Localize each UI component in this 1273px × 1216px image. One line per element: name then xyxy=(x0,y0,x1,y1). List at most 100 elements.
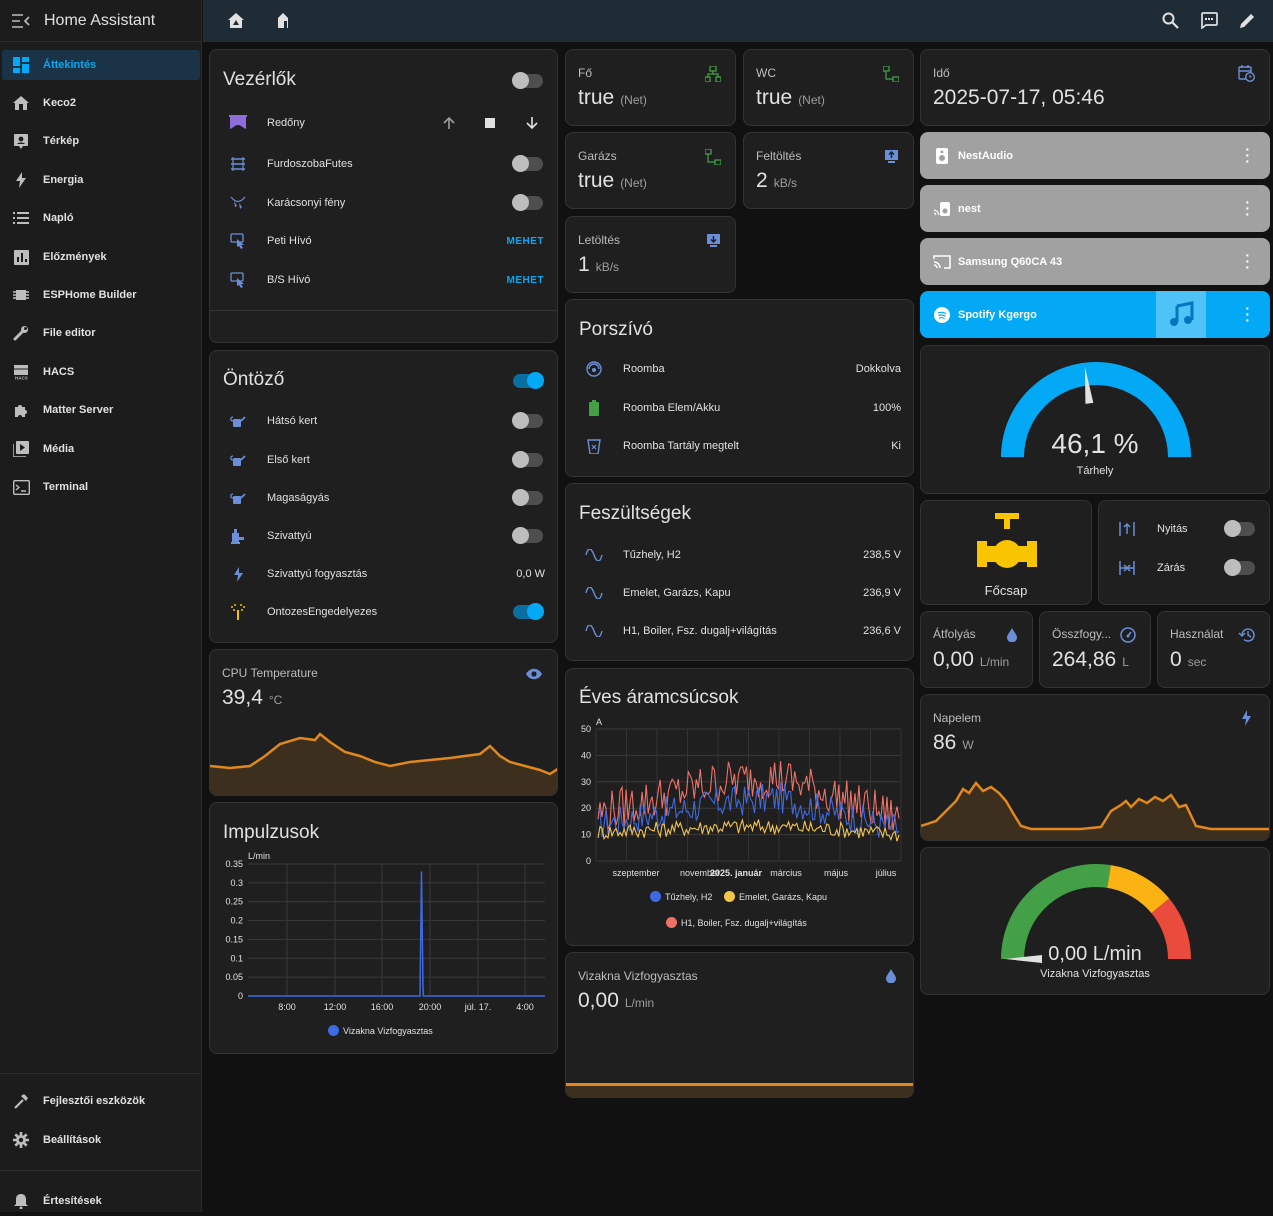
string-lights-icon xyxy=(228,193,248,213)
vizfogyasztas-gauge-card[interactable]: 0,00 L/min Vizakna Vizfogyasztas xyxy=(920,847,1270,995)
entity-row-roomba-tartaly[interactable]: Roomba Tartály megtelt Ki xyxy=(566,431,913,461)
ido-card[interactable]: Idő 2025-07-17, 05:46 xyxy=(920,49,1270,126)
vizakna-unit: L/min xyxy=(624,996,655,1010)
edit-pencil-icon[interactable] xyxy=(1239,12,1256,34)
media-player-nest[interactable]: nest · · · xyxy=(920,185,1270,232)
spotify-icon xyxy=(932,305,952,325)
sidebar-item-media[interactable]: Média xyxy=(2,434,200,464)
keco2-tab-icon[interactable] xyxy=(275,12,291,34)
media-player-label: Spotify Kgergo xyxy=(958,308,1037,321)
magasagyas-toggle[interactable] xyxy=(512,489,543,506)
assist-icon[interactable] xyxy=(1200,12,1218,34)
sidebar-item-energia[interactable]: Energia xyxy=(2,165,200,195)
sidebar-item-settings[interactable]: Beállítások xyxy=(2,1125,200,1155)
sidebar-item-developer-tools[interactable]: Fejlesztői eszközök xyxy=(2,1086,200,1116)
more-options-icon[interactable]: · · · xyxy=(1245,141,1250,169)
sidebar-item-label: ESPHome Builder xyxy=(43,289,137,301)
card-title: Vezérlők xyxy=(223,69,296,90)
peti-hivo-button[interactable]: MEHET xyxy=(506,235,544,247)
ontozo-master-toggle[interactable] xyxy=(513,372,544,389)
napelem-value: 86 xyxy=(933,731,957,754)
net-fo-card[interactable]: Fő true (Net) xyxy=(565,49,736,126)
elso-kert-toggle[interactable] xyxy=(512,451,543,468)
entity-row-emelet[interactable]: Emelet, Garázs, Kapu 236,9 V xyxy=(566,578,913,608)
feltoltes-card[interactable]: Feltöltés 2 kB/s xyxy=(743,132,914,209)
nyitas-toggle[interactable] xyxy=(1224,520,1255,537)
tarhely-gauge xyxy=(1001,362,1191,457)
entity-label: Emelet, Garázs, Kapu xyxy=(623,587,731,599)
sidebar-item-hacs[interactable]: HACS HACS xyxy=(2,357,200,387)
sidebar-item-file-editor[interactable]: File editor xyxy=(2,318,200,348)
hatso-kert-toggle[interactable] xyxy=(512,412,543,429)
wrench-icon xyxy=(11,323,31,343)
cover-down-button[interactable] xyxy=(525,116,539,133)
hasznalat-card[interactable]: Használat 0 sec xyxy=(1157,611,1270,688)
sidebar-item-naplo[interactable]: Napló xyxy=(2,203,200,233)
more-options-icon[interactable]: · · · xyxy=(1245,194,1250,222)
console-icon xyxy=(11,477,31,497)
series-line-1 xyxy=(597,818,900,842)
media-player-samsung[interactable]: Samsung Q60CA 43 · · · xyxy=(920,238,1270,285)
download-icon xyxy=(706,233,721,253)
karacsonyi-feny-toggle[interactable] xyxy=(512,194,543,211)
media-player-nestaudio[interactable]: NestAudio · · · xyxy=(920,132,1270,179)
sidebar-item-matter[interactable]: Matter Server xyxy=(2,395,200,425)
menu-collapse-icon[interactable] xyxy=(12,12,30,30)
sidebar-item-terkep[interactable]: Térkép xyxy=(2,126,200,156)
furdoszobafutes-toggle[interactable] xyxy=(512,155,543,172)
sidebar-item-label: HACS xyxy=(43,366,75,378)
more-options-icon[interactable]: · · · xyxy=(1245,300,1250,328)
series-line-vizakna xyxy=(248,871,545,997)
cpu-temperature-card[interactable]: CPU Temperature 39,4 °C xyxy=(209,649,558,796)
svg-text:HACS: HACS xyxy=(15,376,28,381)
zaras-toggle[interactable] xyxy=(1224,559,1255,576)
hammer-icon xyxy=(11,1091,31,1111)
entity-row-h1-boiler[interactable]: H1, Boiler, Fsz. dugalj+világítás 236,6 … xyxy=(566,616,913,646)
bs-hivo-button[interactable]: MEHET xyxy=(506,274,544,286)
focsap-card[interactable]: Főcsap xyxy=(920,500,1092,605)
entity-row-roomba-akku[interactable]: Roomba Elem/Akku 100% xyxy=(566,393,913,423)
vezerlok-master-toggle[interactable] xyxy=(512,72,543,89)
y-tick-label: 30 xyxy=(581,777,591,787)
media-player-spotify[interactable]: Spotify Kgergo · · · xyxy=(920,291,1270,338)
chip-icon xyxy=(11,285,31,305)
entity-value: 238,5 V xyxy=(863,549,901,561)
ontozes-engedelyezes-toggle[interactable] xyxy=(513,603,544,620)
entity-row-tuzhely[interactable]: Tűzhely, H2 238,5 V xyxy=(566,540,913,570)
aramcsucsok-legend-item-2[interactable]: H1, Boiler, Fsz. dugalj+világítás xyxy=(666,917,807,928)
aramcsucsok-legend-item-0[interactable]: Tűzhely, H2 xyxy=(650,891,712,902)
vizakna-card[interactable]: Vizakna Vizfogyasztas 0,00 L/min xyxy=(565,952,914,1098)
impulzusok-legend[interactable]: Vizakna Vizfogyasztas xyxy=(328,1025,433,1036)
sidebar-item-elozmenyek[interactable]: Előzmények xyxy=(2,242,200,272)
more-options-icon[interactable]: · · · xyxy=(1245,247,1250,275)
gauge-label: Tárhely xyxy=(1076,465,1114,477)
search-icon[interactable] xyxy=(1162,12,1179,34)
sidebar-item-terminal[interactable]: Terminal xyxy=(2,472,200,502)
sidebar-item-notifications[interactable]: Értesítések xyxy=(2,1186,200,1216)
cover-stop-button[interactable] xyxy=(485,118,495,128)
aramcsucsok-legend-item-1[interactable]: Emelet, Garázs, Kapu xyxy=(724,891,827,902)
atfolyas-card[interactable]: Átfolyás 0,00 L/min xyxy=(920,611,1033,688)
net-wc-card[interactable]: WC true (Net) xyxy=(743,49,914,126)
sensor-name: Feltöltés xyxy=(756,149,802,163)
home-tab-icon[interactable] xyxy=(227,12,245,34)
sensor-name: Összfogy... xyxy=(1052,627,1112,641)
hasznalat-value: 0 xyxy=(1170,648,1182,671)
entity-row-roomba[interactable]: Roomba Dokkolva xyxy=(566,354,913,384)
focsap-label: Főcsap xyxy=(984,583,1028,598)
sensor-value: 86 W xyxy=(933,731,974,755)
entity-label: Hátsó kert xyxy=(267,415,318,427)
cover-up-button[interactable] xyxy=(442,116,456,133)
letoltes-card[interactable]: Letöltés 1 kB/s xyxy=(565,216,736,293)
tarhely-gauge-card[interactable]: 46,1 % Tárhely xyxy=(920,345,1270,494)
sidebar-item-keco2[interactable]: Keco2 xyxy=(2,88,200,118)
osszfogyasztas-card[interactable]: Összfogy... 264,86 L xyxy=(1039,611,1151,688)
x-tick-label: 8:00 xyxy=(278,1002,296,1012)
napelem-card[interactable]: Napelem 86 W xyxy=(920,694,1270,841)
szivattyu-toggle[interactable] xyxy=(512,527,543,544)
feltoltes-unit: kB/s xyxy=(773,176,798,190)
sidebar-item-attekintes[interactable]: Áttekintés xyxy=(2,50,200,80)
net-garazs-card[interactable]: Garázs true (Net) xyxy=(565,132,736,209)
sensor-value: 264,86 L xyxy=(1052,648,1129,672)
sidebar-item-esphome[interactable]: ESPHome Builder xyxy=(2,280,200,310)
